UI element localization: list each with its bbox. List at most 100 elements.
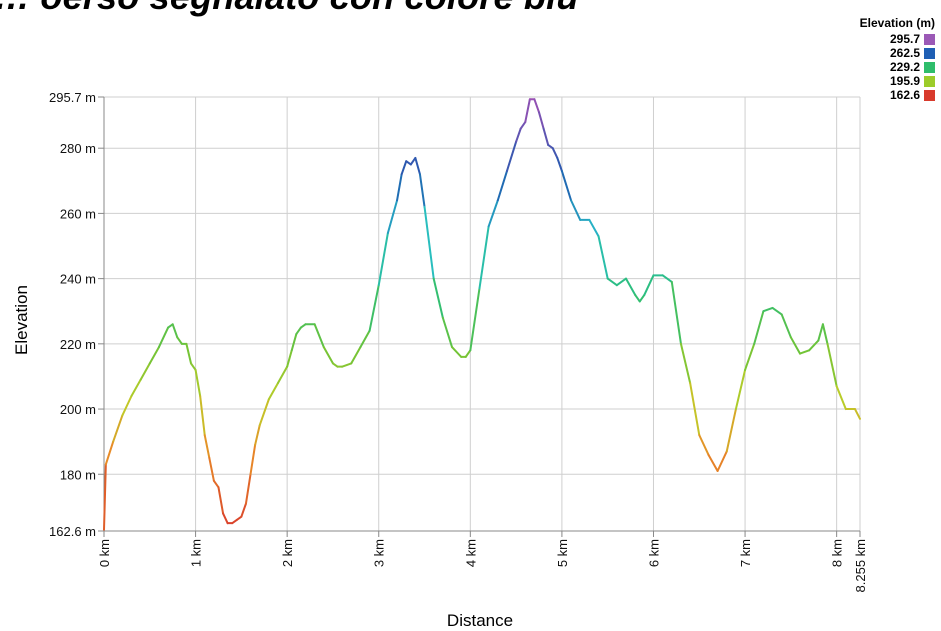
y-tick-label: 240 m xyxy=(60,272,96,287)
legend-item: 195.9 xyxy=(890,74,935,88)
elevation-segment xyxy=(771,306,783,316)
legend-swatch xyxy=(924,47,935,59)
elevation-segment xyxy=(698,434,710,456)
elevation-segment xyxy=(176,336,183,345)
elevation-segment xyxy=(244,473,252,505)
elevation-segment xyxy=(130,378,142,398)
legend-item: 262.5 xyxy=(890,46,935,60)
elevation-segment xyxy=(277,365,289,384)
legend-swatch xyxy=(924,75,935,87)
elevation-segment xyxy=(725,408,737,453)
elevation-segment xyxy=(368,284,380,332)
elevation-segment xyxy=(313,323,325,349)
elevation-segment xyxy=(185,342,193,365)
elevation-segment xyxy=(533,98,541,114)
elevation-segment xyxy=(826,342,838,388)
legend-label: 262.5 xyxy=(889,46,920,60)
elevation-segment xyxy=(222,512,229,525)
elevation-segment xyxy=(103,463,107,531)
elevation-segment xyxy=(194,368,202,398)
elevation-segment xyxy=(661,274,673,283)
legend-swatch xyxy=(924,89,935,101)
elevation-segment xyxy=(208,456,215,482)
elevation-segment xyxy=(441,316,454,349)
elevation-segment xyxy=(396,173,403,202)
elevation-segment xyxy=(597,235,609,280)
elevation-segment xyxy=(295,326,302,336)
elevation-segment xyxy=(560,170,573,202)
y-tick-label: 200 m xyxy=(60,402,96,417)
elevation-segment xyxy=(157,326,170,349)
elevation-segment xyxy=(519,121,527,130)
elevation-segment xyxy=(689,381,701,437)
elevation-segment xyxy=(670,280,682,345)
elevation-segment xyxy=(707,453,719,473)
elevation-segment xyxy=(469,287,481,352)
elevation-segment xyxy=(625,277,637,296)
grid-lines xyxy=(104,96,861,532)
x-tick-label: 2 km xyxy=(280,539,295,567)
elevation-segment xyxy=(634,293,641,303)
elevation-segment xyxy=(104,440,115,466)
x-tick-label: 8 km xyxy=(830,539,845,567)
elevation-segment xyxy=(487,199,499,228)
y-tick-label: 295.7 m xyxy=(49,90,96,105)
x-tick-labels: 0 km 1 km 2 km 3 km 4 km 5 km 6 km 7 km 8 km 8.25… xyxy=(97,539,868,592)
x-tick-label: 8.255 km xyxy=(853,539,868,592)
elevation-segment xyxy=(515,127,522,143)
elevation-segment xyxy=(716,450,728,473)
elevation-segment xyxy=(139,362,151,381)
elevation-segment xyxy=(821,323,829,345)
elevation-segment xyxy=(254,424,261,446)
x-tick-label: 6 km xyxy=(646,539,661,567)
elevation-segment xyxy=(286,349,293,368)
elevation-segment xyxy=(744,342,756,371)
elevation-segment xyxy=(451,346,463,358)
elevation-segment xyxy=(478,225,490,290)
elevation-segment xyxy=(112,414,124,443)
legend-swatch xyxy=(924,33,935,45)
x-tick-label: 1 km xyxy=(189,539,204,567)
elevation-segment xyxy=(386,199,399,234)
elevation-segment xyxy=(734,368,747,411)
elevation-segment xyxy=(808,339,820,352)
elevation-segment xyxy=(799,349,811,355)
elevation-segment xyxy=(638,293,646,303)
elevation-segment xyxy=(606,277,618,287)
legend-swatch xyxy=(924,61,935,73)
elevation-segment xyxy=(753,310,765,345)
elevation-segment xyxy=(171,323,179,339)
legend-label: 162.6 xyxy=(889,88,920,102)
page-title: … oerso segnalato con colore blu xyxy=(0,0,579,18)
y-axis-title: Elevation xyxy=(12,285,31,355)
elevation-segment xyxy=(212,479,220,489)
legend-label: 295.7 xyxy=(889,32,920,46)
elevation-segment xyxy=(524,98,531,124)
legend-item: 295.7 xyxy=(890,32,935,46)
legend-title: Elevation (m) xyxy=(859,16,935,30)
elevation-segment xyxy=(615,277,628,287)
elevation-segment xyxy=(409,156,417,166)
y-tick-label: 280 m xyxy=(60,141,96,156)
elevation-segment xyxy=(290,333,298,352)
elevation-segment xyxy=(322,346,334,365)
elevation-segment xyxy=(496,170,508,202)
legend-label: 229.2 xyxy=(889,60,920,74)
elevation-segment xyxy=(538,111,545,130)
axes xyxy=(98,96,861,537)
elevation-segment xyxy=(190,362,197,371)
elevation-segment xyxy=(835,385,847,411)
elevation-segment xyxy=(359,329,371,349)
elevation-segment xyxy=(400,160,408,176)
elevation-segment xyxy=(679,342,692,384)
y-tick-label: 180 m xyxy=(60,467,96,482)
x-axis-title: Distance xyxy=(446,611,514,630)
elevation-segment xyxy=(432,277,444,319)
elevation-segment xyxy=(121,395,133,417)
legend-item: 229.2 xyxy=(890,60,935,74)
elevation-segment xyxy=(249,443,257,476)
elevation-profile-line xyxy=(103,98,861,531)
y-axis-title-box: Elevation xyxy=(10,285,34,355)
y-tick-label: 162.6 m xyxy=(49,524,96,539)
